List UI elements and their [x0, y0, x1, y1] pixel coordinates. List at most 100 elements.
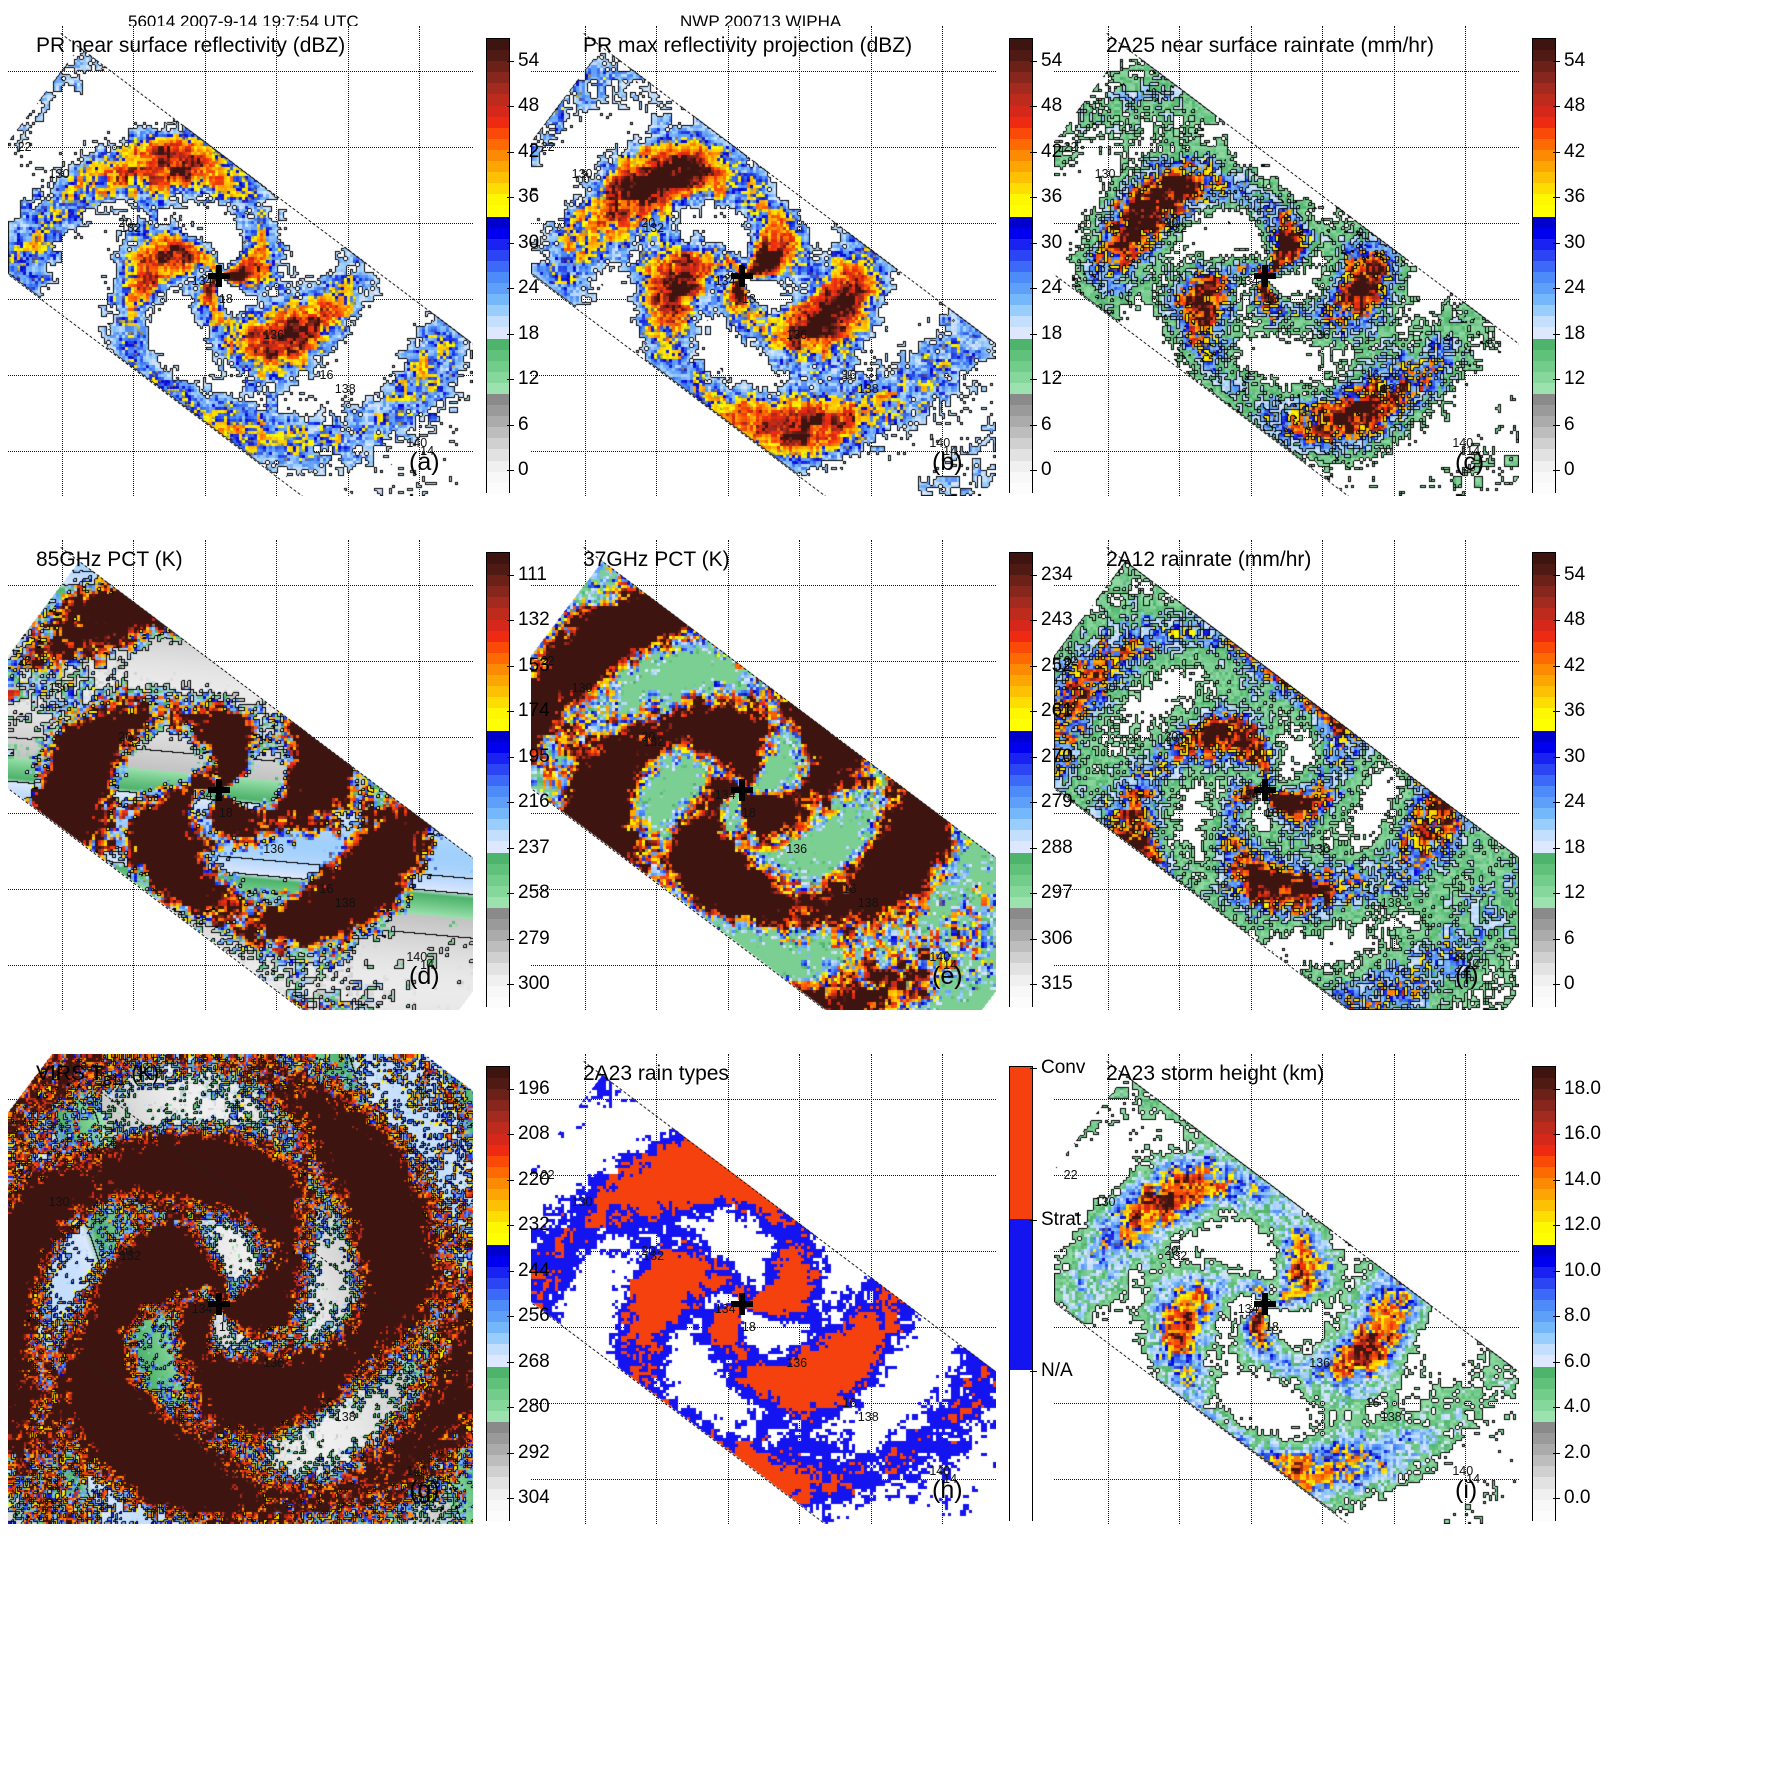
colorbar-segment — [487, 249, 509, 261]
map-area-a: 130 132 134 136 138 140 22 20 18 16 14 — [8, 26, 473, 496]
colorbar-segment — [1010, 708, 1032, 720]
colorbar-segment — [1533, 1377, 1555, 1389]
lon-label-132: 132 — [120, 734, 142, 749]
swath-raster-e — [531, 540, 996, 1010]
colorbar-segment — [487, 327, 509, 339]
colorbar-label: 24 — [1564, 277, 1586, 299]
lon-label-138: 138 — [1380, 896, 1402, 911]
colorbar-segment — [1533, 974, 1555, 986]
colorbar-segment — [487, 1111, 509, 1123]
colorbar-segment — [1533, 471, 1555, 483]
colorbar-segment — [1533, 553, 1555, 565]
lat-label-16: 16 — [319, 367, 334, 382]
colorbar-label: 297 — [1041, 882, 1073, 904]
lon-label-136: 136 — [786, 1356, 808, 1371]
colorbar-tick — [507, 106, 514, 108]
colorbar-label: 12 — [518, 368, 540, 390]
colorbar-i: 18.0 16.0 14.0 12.0 10.0 8.0 6.0 4.0 2.0 0.0 — [1532, 1066, 1601, 1522]
colorbar-segment — [487, 1089, 509, 1101]
colorbar-label: 0 — [1041, 459, 1052, 481]
colorbar-tick — [507, 1134, 514, 1136]
colorbar-segment — [1533, 808, 1555, 820]
colorbar-segment — [1010, 963, 1032, 975]
colorbar-segment — [1010, 930, 1032, 942]
colorbar-tick — [507, 620, 514, 622]
colorbar-tick — [1553, 60, 1560, 62]
lat-label-14: 14 — [420, 957, 435, 972]
colorbar-label: 12 — [1041, 368, 1063, 390]
colorbar-segment — [487, 1266, 509, 1278]
colorbar-tick — [1030, 665, 1037, 667]
colorbar-tick — [507, 288, 514, 290]
colorbar-label: 234 — [1041, 563, 1073, 585]
colorbar-segment — [1010, 830, 1032, 842]
colorbar-c: 54 48 42 36 30 24 18 12 6 0 — [1532, 38, 1585, 494]
lon-label-138: 138 — [857, 896, 879, 911]
colorbar-label: 54 — [1041, 49, 1063, 71]
colorbar-tick — [1553, 106, 1560, 108]
colorbar-segment — [1010, 138, 1032, 150]
lat-label-20: 20 — [118, 216, 133, 231]
panel-title-i: 2A23 storm height (km) — [1106, 1062, 1325, 1085]
colorbar-segment — [487, 1133, 509, 1145]
colorbar-tick — [1030, 242, 1037, 244]
colorbar-segment — [1533, 371, 1555, 383]
colorbar-tick — [1030, 333, 1037, 335]
colorbar-segment — [1010, 874, 1032, 886]
colorbar-segment — [487, 238, 509, 250]
colorbar-segment — [1533, 138, 1555, 150]
panel-title-a: PR near surface reflectivity (dBZ) — [36, 34, 346, 57]
colorbar-segment — [1010, 460, 1032, 472]
lon-label-130: 130 — [1094, 1194, 1116, 1209]
colorbar-segment — [1010, 449, 1032, 461]
lat-label-16: 16 — [319, 1395, 334, 1410]
colorbar-label: 258 — [518, 882, 550, 904]
colorbar-segment — [1010, 61, 1032, 73]
lat-label-14: 14 — [420, 443, 435, 458]
lat-label-14: 14 — [1466, 443, 1481, 458]
colorbar-segment — [1010, 360, 1032, 372]
colorbar-tick — [507, 1179, 514, 1181]
colorbar-tick — [507, 1407, 514, 1409]
colorbar-segment — [1533, 686, 1555, 698]
lon-label-132: 132 — [1166, 220, 1188, 235]
colorbar-h: Conv Strat N/A — [1009, 1058, 1085, 1522]
colorbar-segment — [1010, 619, 1032, 631]
colorbar-segment — [1010, 985, 1032, 997]
lon-label-130: 130 — [571, 1194, 593, 1209]
colorbar-tick — [1030, 151, 1037, 153]
colorbar-segment — [1533, 752, 1555, 764]
colorbar-label: 279 — [518, 927, 550, 949]
colorbar-segment — [1533, 952, 1555, 964]
lon-label-134: 134 — [714, 788, 736, 803]
colorbar-segment — [487, 1177, 509, 1190]
colorbar-label: 18 — [1564, 322, 1586, 344]
colorbar-tick — [1030, 893, 1037, 895]
colorbar-tick — [1553, 1452, 1560, 1454]
colorbar-segment — [1010, 83, 1032, 95]
colorbar-label: 315 — [1041, 973, 1073, 995]
panel-letter-c: (c) — [1455, 448, 1485, 476]
colorbar-gradient-c — [1532, 38, 1556, 494]
colorbar-segment — [1533, 1433, 1555, 1445]
colorbar-label: 36 — [518, 186, 540, 208]
panel-letter-b: (b) — [932, 448, 963, 476]
lon-label-138: 138 — [857, 1410, 879, 1425]
colorbar-label: 54 — [518, 49, 540, 71]
colorbar-segment — [487, 686, 509, 698]
colorbar-segment — [1533, 597, 1555, 609]
colorbar-segment — [487, 416, 509, 428]
lat-label-20: 20 — [641, 216, 656, 231]
colorbar-segment — [1533, 1222, 1555, 1234]
lat-label-14: 14 — [1466, 957, 1481, 972]
colorbar-segment — [487, 819, 509, 831]
colorbar-tick — [1553, 1361, 1560, 1363]
colorbar-segment — [1533, 149, 1555, 162]
lon-label-140: 140 — [1452, 950, 1474, 965]
panel-letter-d: (d) — [409, 962, 440, 990]
colorbar-label: 256 — [518, 1305, 550, 1327]
storm-center-cross — [731, 265, 754, 288]
colorbar-segment — [1533, 271, 1555, 284]
colorbar-segment — [1533, 127, 1555, 139]
lon-label-140: 140 — [1452, 436, 1474, 451]
